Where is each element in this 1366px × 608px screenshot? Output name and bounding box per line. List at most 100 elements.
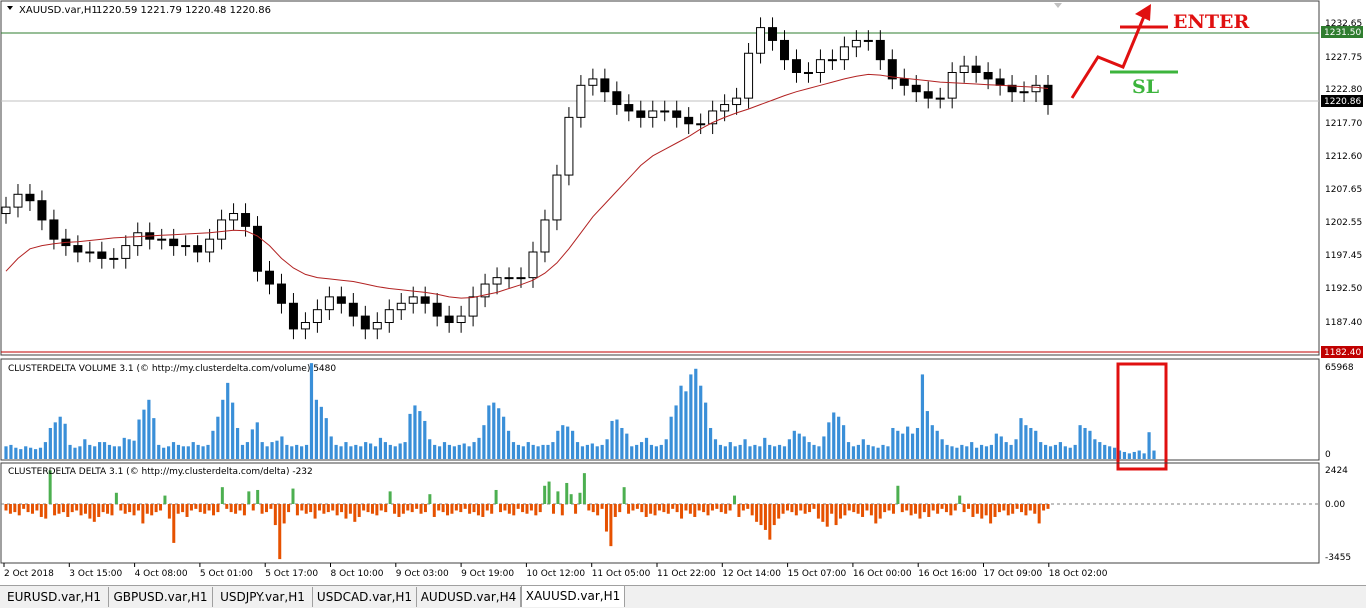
delta-bar (944, 504, 948, 513)
delta-bar (534, 504, 538, 516)
delta-bar (79, 504, 83, 516)
delta-bar (212, 504, 216, 516)
volume-bar (304, 444, 309, 459)
tab-usdjpy[interactable]: USDJPY.var,H1 (213, 587, 313, 607)
volume-bar (4, 446, 8, 459)
delta-bar (869, 504, 873, 516)
volume-bar (1098, 442, 1102, 459)
tab-audusd[interactable]: AUDUSD.var,H4 (417, 587, 521, 607)
candle-body (13, 193, 23, 208)
volume-bar (502, 416, 506, 459)
volume-bar (866, 444, 870, 459)
volume-bar (708, 427, 713, 459)
volume-bar (1152, 450, 1156, 459)
delta-bar (423, 504, 427, 513)
candle-body (791, 59, 801, 73)
time-axis: 2 Oct 2018 3 Oct 15:00 4 Oct 08:00 5 Oct 01… (3, 563, 1108, 579)
delta-bar (366, 504, 370, 513)
volume-bar (235, 427, 240, 459)
delta-bar (75, 504, 79, 511)
candle-body (995, 78, 1005, 86)
volume-bar (226, 382, 230, 459)
candle-body (97, 251, 107, 259)
volume-bar (127, 439, 131, 459)
volume-bar (83, 439, 87, 459)
tab-gbpusd[interactable]: GBPUSD.var,H1 (109, 587, 213, 607)
volume-bar (88, 444, 92, 459)
candle-body (672, 110, 682, 118)
volume-bar (19, 449, 23, 459)
price-marker-red-label: 1182.40 (1324, 348, 1361, 358)
candle-body (756, 27, 766, 54)
delta-bar (931, 504, 935, 511)
volume-bar (566, 426, 570, 459)
delta-bar (918, 504, 922, 519)
delta-bar (865, 504, 869, 511)
price-pane[interactable] (0, 0, 1320, 356)
delta-bar (512, 504, 516, 516)
candle-body (660, 110, 670, 113)
candle-body (1, 206, 11, 215)
volume-bar (531, 444, 535, 459)
delta-bar (604, 504, 608, 532)
volume-bar (689, 374, 693, 459)
delta-bar (516, 504, 520, 509)
delta-bar (242, 504, 246, 516)
delta-bar (556, 491, 560, 504)
tab-eurusd[interactable]: EURUSD.var,H1 (0, 587, 109, 607)
time-label: 17 Oct 09:00 (984, 569, 1043, 579)
volume-bar (763, 437, 767, 459)
volume-bar (738, 444, 742, 459)
delta-bar (388, 491, 392, 504)
delta-bar (481, 504, 485, 517)
volume-bar (24, 446, 28, 459)
candle-body (444, 315, 454, 324)
volume-bar (600, 444, 604, 459)
delta-bar (825, 504, 829, 527)
enter-label: ENTER (1173, 11, 1249, 33)
delta-pane[interactable]: CLUSTERDELTA DELTA 3.1 (© http://my.clus… (0, 462, 1320, 564)
volume-bar (73, 447, 77, 459)
volume-bar (48, 427, 52, 459)
tab-usdcad[interactable]: USDCAD.var,H1 (313, 587, 417, 607)
delta-bar (203, 504, 207, 514)
delta-bar (803, 504, 807, 514)
volume-bar (176, 444, 181, 459)
volume-bar (906, 426, 910, 459)
volume-bar (1142, 453, 1146, 459)
ohlc-label: 1220.59 1221.79 1220.48 1220.86 (96, 5, 271, 16)
delta-bar (794, 504, 798, 516)
volume-bar (841, 425, 846, 459)
candle-body (229, 213, 239, 221)
volume-bar (457, 444, 461, 459)
candle-body (720, 104, 730, 112)
delta-bar (295, 504, 299, 516)
candle-body (708, 110, 718, 125)
tab-xauusd[interactable]: XAUUSD.var,H1 (521, 586, 625, 607)
candle-body (264, 270, 274, 285)
volume-bar (1014, 439, 1018, 459)
volume-bar (260, 442, 264, 459)
delta-bar (136, 504, 140, 511)
volume-bars (4, 363, 1156, 459)
volume-pane[interactable]: CLUSTERDELTA VOLUME 3.1 (© http://my.clu… (0, 358, 1320, 471)
delta-bar (53, 504, 57, 516)
delta-bar (370, 504, 374, 514)
volume-bar (344, 442, 348, 459)
delta-bar (159, 504, 163, 511)
dropdown-triangle-icon[interactable] (7, 6, 13, 10)
delta-bar (1024, 504, 1028, 516)
volume-bar (639, 442, 644, 459)
price-axis: 1232.65 1227.75 1222.80 1217.70 1212.60 … (1325, 19, 1362, 328)
scroll-marker-icon[interactable] (1054, 3, 1062, 8)
time-label: 18 Oct 02:00 (1049, 569, 1108, 579)
time-label: 5 Oct 17:00 (265, 569, 318, 579)
volume-bar (462, 443, 466, 459)
delta-bars (4, 470, 1050, 560)
price-marker-green-label: 1231.50 (1324, 28, 1361, 38)
delta-bar (287, 504, 291, 513)
volume-bar (989, 444, 994, 459)
delta-bar (830, 504, 834, 514)
delta-bar (357, 504, 361, 517)
